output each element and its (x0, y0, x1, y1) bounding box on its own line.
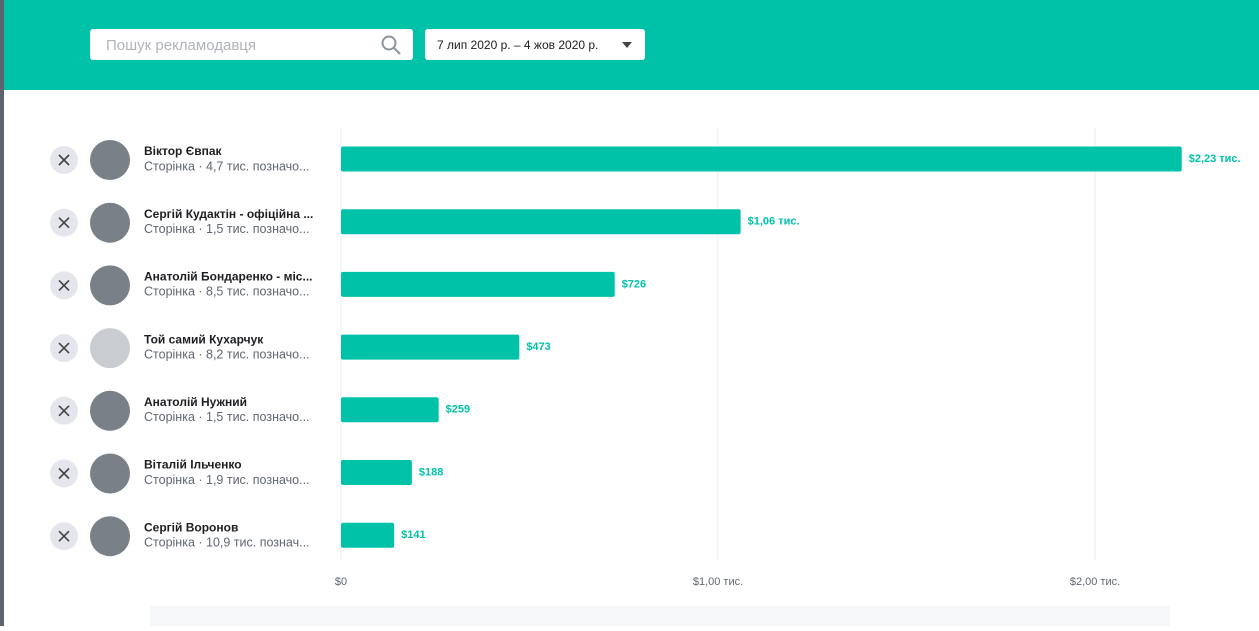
value-label: $2,23 тис. (1189, 153, 1241, 165)
avatar (90, 328, 130, 369)
advertiser-subtitle: Сторінка · 10,9 тис. познач... (144, 535, 310, 549)
bar (341, 460, 412, 485)
search-placeholder: Пошук рекламодавця (106, 37, 256, 54)
bar (341, 522, 395, 548)
remove-icon[interactable] (58, 154, 70, 166)
avatar (90, 516, 130, 557)
advertiser-name[interactable]: Віталій Ільченко (144, 458, 242, 472)
advertiser-name[interactable]: Анатолій Нужний (144, 395, 247, 409)
advertiser-name[interactable]: Сергій Кудактін - офіційна ... (144, 207, 313, 221)
bar (341, 209, 741, 235)
advertiser-subtitle: Сторінка · 8,2 тис. позначо... (144, 347, 310, 361)
advertiser-name[interactable]: Анатолій Бондаренко - міс... (144, 270, 312, 284)
x-tick-label: $1,00 тис. (693, 576, 743, 588)
value-label: $141 (401, 529, 425, 541)
avatar (90, 390, 130, 431)
advertiser-name[interactable]: Віктор Євпак (144, 144, 223, 158)
bar (341, 146, 1182, 172)
remove-icon[interactable] (58, 217, 70, 229)
left-edge (0, 0, 4, 626)
search-icon[interactable] (381, 35, 401, 55)
remove-icon[interactable] (58, 279, 70, 291)
advertiser-subtitle: Сторінка · 1,5 тис. позначо... (144, 222, 310, 236)
value-label: $1,06 тис. (748, 216, 800, 228)
bar (341, 334, 520, 360)
avatar (90, 202, 130, 243)
remove-icon[interactable] (58, 467, 70, 480)
advertiser-name[interactable]: Сергій Воронов (144, 520, 238, 534)
value-label: $726 (622, 278, 646, 290)
advertiser-subtitle: Сторінка · 4,7 тис. позначо... (144, 159, 310, 173)
value-label: $259 (446, 404, 470, 416)
bar (341, 397, 439, 423)
remove-icon[interactable] (58, 530, 70, 542)
bar (341, 271, 615, 297)
advertiser-subtitle: Сторінка · 1,5 тис. позначо... (144, 410, 310, 424)
avatar (90, 453, 130, 494)
search-box[interactable] (90, 29, 413, 60)
dropdown-arrow[interactable] (622, 42, 632, 48)
value-label: $188 (419, 466, 443, 478)
remove-icon[interactable] (58, 342, 70, 354)
advertiser-subtitle: Сторінка · 8,5 тис. позначо... (144, 285, 310, 299)
advertiser-subtitle: Сторінка · 1,9 тис. позначо... (144, 473, 310, 487)
avatar (90, 140, 130, 180)
x-tick-label: $2,00 тис. (1070, 576, 1120, 588)
remove-icon[interactable] (58, 405, 70, 417)
x-tick-label: $0 (335, 576, 347, 588)
avatar (90, 265, 130, 306)
advertiser-name[interactable]: Той самий Кухарчук (144, 332, 264, 346)
date-picker[interactable] (425, 29, 645, 60)
value-label: $473 (526, 341, 550, 353)
bottom-shadow (150, 606, 1170, 626)
date-range: 7 лип 2020 р. – 4 жов 2020 р. (437, 38, 598, 52)
